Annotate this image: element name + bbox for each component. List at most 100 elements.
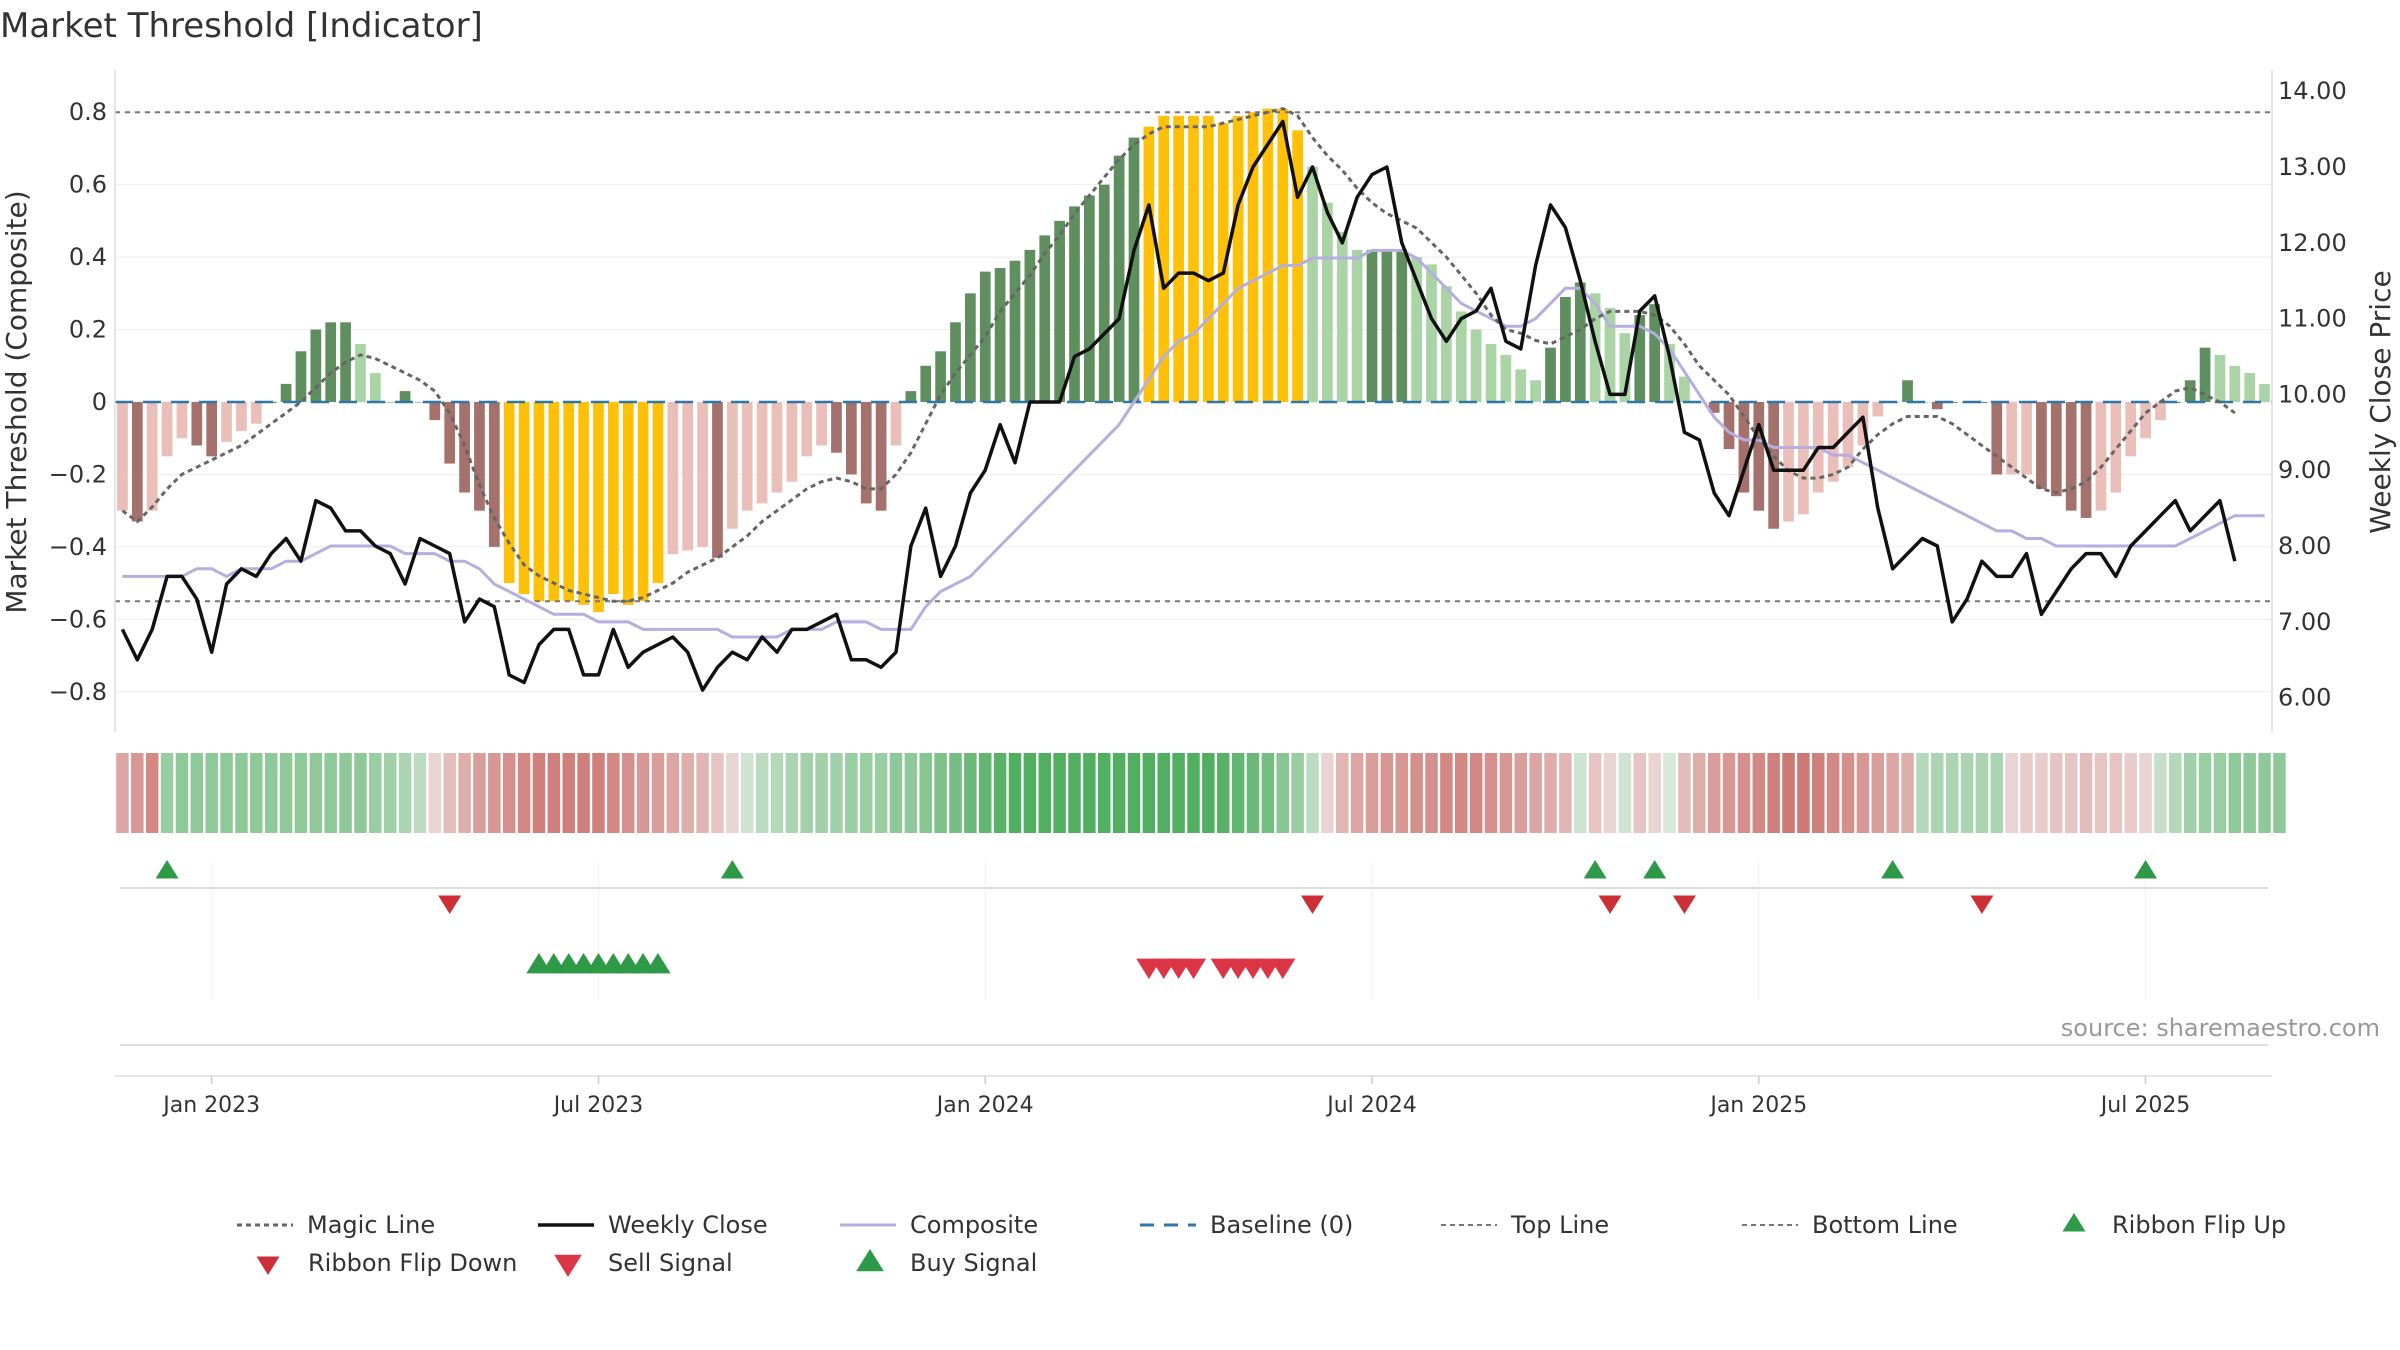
ribbon-cell [1217,753,1230,833]
composite-bar [831,402,842,453]
series-lines [115,107,2272,692]
ribbon-cell [562,753,575,833]
composite-bar [1470,329,1482,402]
ribbon-cell [740,753,754,833]
ribbon-cell [785,753,799,833]
legend-label: Composite [910,1211,1038,1239]
ribbon-cell [1886,753,1899,833]
ribbon-cell [993,753,1007,833]
ribbon-cell [800,753,813,833]
composite-bar [816,402,827,446]
left-tick-label: 0 [92,388,107,416]
ribbon-cell [2064,753,2078,833]
ribbon-cell [1276,753,1290,833]
ribbon-cell [830,753,843,833]
composite-bar [1128,137,1140,403]
ribbon-cell [2094,753,2108,833]
composite-bar [1664,344,1675,402]
composite-bar [429,402,441,421]
ribbon-cell [1350,753,1364,833]
ribbon-cell [1916,753,1929,833]
composite-bar [771,402,783,493]
legend-buy-swatch [856,1249,884,1272]
composite-bar [1084,195,1095,402]
composite-bar [1307,166,1318,402]
ribbon-cell [2109,753,2123,833]
ribbon-cell [666,753,680,833]
composite-bar [2050,402,2062,497]
composite-bar [1827,402,1839,482]
composite-bar [2110,402,2122,493]
ribbon-cell [889,753,903,833]
composite-bar [1545,347,1556,402]
composite-bar [1976,402,1988,403]
ribbon-cell [1038,753,1051,833]
composite-bar [1024,249,1036,402]
ribbon-cell [1231,753,1245,833]
composite-bar [1679,376,1690,402]
ribbon-cell [1826,753,1840,833]
composite-bar [1560,296,1571,402]
ribbon-cell [488,753,501,833]
ribbon-cell [1693,753,1706,833]
ribbon-cell [696,753,709,833]
composite-bar [310,329,322,402]
legend: Magic Line Weekly Close Composite Baseline … [237,1211,2286,1277]
composite-bar [875,402,887,511]
ribbon-cell [354,753,367,833]
ribbon-cell [2154,753,2167,833]
ribbon-cell [339,753,352,833]
ribbon-cell [1008,753,1022,833]
date-tick-label: Jul 2024 [1325,1093,1417,1118]
ribbon-cell [1574,753,1587,833]
composite-bar [1783,402,1794,522]
ribbon-cell [1752,753,1766,833]
ribbon-cell [1083,753,1096,833]
composite-bar [1649,304,1661,402]
composite-bar [146,402,158,511]
composite-bar [1931,402,1943,410]
composite-bar [890,402,902,446]
composite-bar [369,373,381,402]
legend-label: Baseline (0) [1210,1211,1353,1239]
composite-bar [667,402,679,555]
composite-bar [2199,347,2211,402]
composite-bar [1009,260,1021,402]
composite-bar [2229,365,2241,402]
composite-bar [1991,402,2003,475]
ribbon-cell [1380,753,1394,833]
ribbon-cell [2124,753,2137,833]
ribbon-cell [309,753,323,833]
ribbon-cell [1306,753,1319,833]
ribbon-cell [949,753,962,833]
composite-bar [756,402,768,504]
composite-bar [131,402,143,522]
composite-bar [2065,402,2077,511]
right-tick-label: 12.00 [2278,229,2347,257]
weekly-close-line [120,119,2237,692]
composite-bar [563,402,575,602]
composite-bar [1143,126,1155,402]
composite-bar [444,402,456,464]
composite-bar [935,351,946,402]
ribbon-cell [1633,753,1647,833]
composite-bar [384,402,396,403]
ribbon-cell [1722,753,1736,833]
composite-bar [965,293,976,402]
left-tick-label: −0.4 [49,533,107,561]
ribbon-cell [1172,753,1185,833]
composite-bar [1396,249,1408,402]
ribbon-cell [2228,753,2242,833]
composite-bar [1322,202,1333,402]
composite-bar [905,391,917,402]
ribbon-cell [1990,753,2004,833]
ribbon-cell [1157,753,1170,833]
composite-bar [1217,123,1229,402]
composite-bar [2155,402,2166,421]
ribbon-cell [904,753,918,833]
composite-bar [414,402,426,403]
ribbon-cell [1737,753,1751,833]
ribbon-flip-up-marker [2134,860,2158,879]
composite-bar [548,402,560,602]
source-credit: source: sharemaestro.com [2060,1014,2380,1042]
